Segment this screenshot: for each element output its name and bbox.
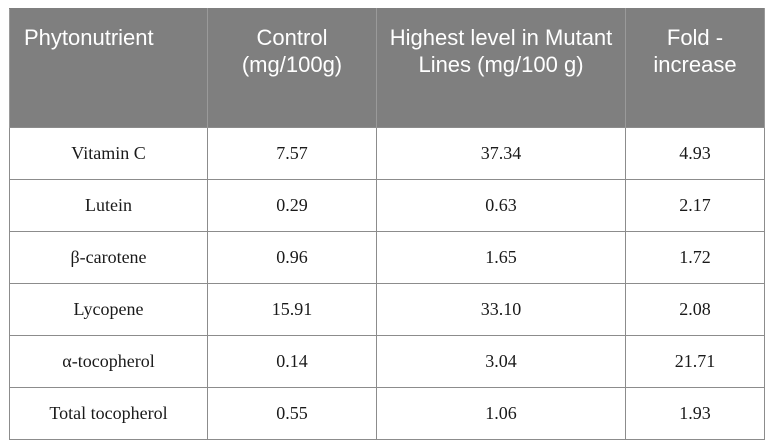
cell-highest-level: 1.65 [376, 231, 626, 284]
cell-highest-level: 1.06 [376, 387, 626, 440]
cell-control: 0.96 [207, 231, 377, 284]
table-row: Lutein 0.29 0.63 2.17 [9, 179, 765, 232]
header-label: Highest level in Mutant Lines (mg/100 g) [389, 25, 613, 77]
cell-highest-level: 37.34 [376, 127, 626, 180]
header-highest-level: Highest level in Mutant Lines (mg/100 g) [376, 8, 626, 128]
cell-control: 15.91 [207, 283, 377, 336]
cell-control: 0.14 [207, 335, 377, 388]
table-row: β-carotene 0.96 1.65 1.72 [9, 231, 765, 284]
cell-highest-level: 0.63 [376, 179, 626, 232]
header-label: Fold - increase [653, 25, 737, 77]
header-row: Phytonutrient Control (mg/100g) Highest … [9, 8, 765, 128]
table-header: Phytonutrient Control (mg/100g) Highest … [9, 8, 765, 128]
cell-phytonutrient: Lycopene [9, 283, 208, 336]
cell-fold-increase: 21.71 [625, 335, 765, 388]
cell-fold-increase: 1.93 [625, 387, 765, 440]
phytonutrient-table: Phytonutrient Control (mg/100g) Highest … [9, 8, 765, 440]
cell-highest-level: 33.10 [376, 283, 626, 336]
table-row: Vitamin C 7.57 37.34 4.93 [9, 127, 765, 180]
cell-phytonutrient: Vitamin C [9, 127, 208, 180]
cell-control: 0.29 [207, 179, 377, 232]
cell-phytonutrient: Total tocopherol [9, 387, 208, 440]
header-label: Control (mg/100g) [241, 25, 343, 77]
header-label: Phytonutrient [24, 25, 154, 50]
cell-fold-increase: 2.17 [625, 179, 765, 232]
cell-control: 0.55 [207, 387, 377, 440]
cell-phytonutrient: β-carotene [9, 231, 208, 284]
cell-fold-increase: 2.08 [625, 283, 765, 336]
phytonutrient-table-container: Phytonutrient Control (mg/100g) Highest … [9, 8, 765, 440]
cell-phytonutrient: Lutein [9, 179, 208, 232]
table-row: α-tocopherol 0.14 3.04 21.71 [9, 335, 765, 388]
cell-fold-increase: 4.93 [625, 127, 765, 180]
header-fold-increase: Fold - increase [625, 8, 765, 128]
header-control: Control (mg/100g) [207, 8, 377, 128]
cell-phytonutrient: α-tocopherol [9, 335, 208, 388]
table-row: Lycopene 15.91 33.10 2.08 [9, 283, 765, 336]
cell-control: 7.57 [207, 127, 377, 180]
table-body: Vitamin C 7.57 37.34 4.93 Lutein 0.29 0.… [9, 127, 765, 440]
cell-highest-level: 3.04 [376, 335, 626, 388]
header-phytonutrient: Phytonutrient [9, 8, 208, 128]
cell-fold-increase: 1.72 [625, 231, 765, 284]
table-row: Total tocopherol 0.55 1.06 1.93 [9, 387, 765, 440]
